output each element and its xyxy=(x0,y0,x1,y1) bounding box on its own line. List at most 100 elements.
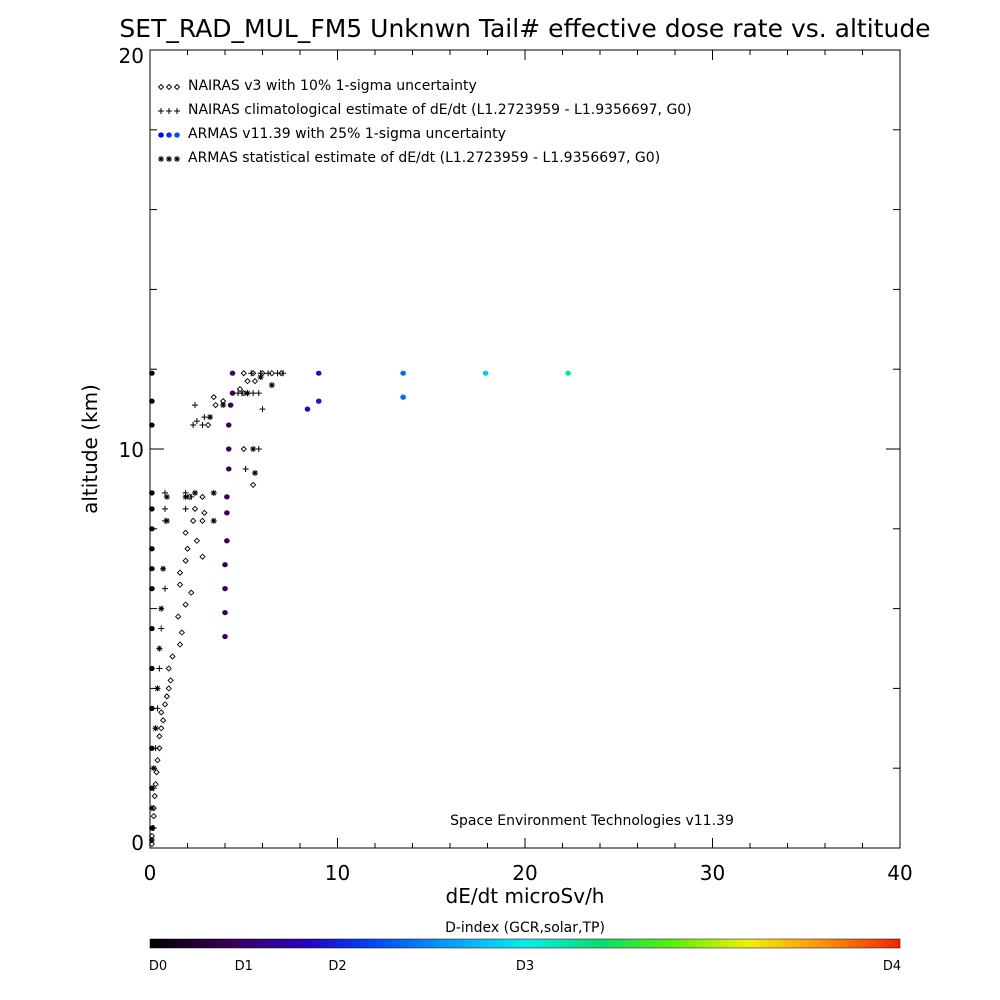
point-plus xyxy=(162,505,168,512)
point-dot xyxy=(400,370,406,376)
point-asterisk xyxy=(156,645,163,652)
legend-label-nairas-climatological: NAIRAS climatological estimate of dE/dt … xyxy=(188,102,692,118)
point-diamond xyxy=(176,569,184,576)
point-dot xyxy=(224,494,230,500)
point-plus xyxy=(156,665,163,672)
point-dot xyxy=(149,785,155,791)
point-diamond xyxy=(191,505,199,512)
point-diamond xyxy=(165,685,172,692)
point-diamond xyxy=(153,769,160,776)
point-plus xyxy=(265,370,272,377)
point-diamond xyxy=(156,745,163,752)
point-dot xyxy=(149,370,155,376)
point-diamond xyxy=(199,553,206,560)
point-plus xyxy=(274,370,281,377)
point-dot xyxy=(227,402,234,408)
y-axis-label: altitude (km) xyxy=(78,384,102,514)
point-asterisk xyxy=(250,446,257,452)
point-diamond xyxy=(161,701,169,708)
point-dot xyxy=(149,625,155,632)
point-plus xyxy=(182,505,189,512)
point-dot xyxy=(149,490,155,496)
point-diamond xyxy=(182,529,189,536)
legend-marker-asterisk xyxy=(174,156,180,162)
point-dot xyxy=(149,665,155,672)
point-dot xyxy=(224,538,230,544)
point-dot xyxy=(229,370,236,376)
point-plus xyxy=(154,705,161,712)
point-dot xyxy=(225,446,232,452)
point-diamond xyxy=(167,677,174,684)
point-diamond xyxy=(158,709,165,716)
point-asterisk xyxy=(252,469,258,476)
point-dot xyxy=(222,633,228,640)
colorbar-label: D3 xyxy=(516,959,534,974)
point-diamond xyxy=(199,493,206,501)
point-asterisk xyxy=(220,402,227,409)
point-dot xyxy=(400,394,406,400)
legend-label-armas-statistical: ARMAS statistical estimate of dE/dt (L1.… xyxy=(188,150,660,166)
point-diamond xyxy=(240,370,247,377)
point-plus xyxy=(280,370,287,377)
x-tick-label: 20 xyxy=(512,861,537,885)
point-asterisk xyxy=(163,493,170,500)
chart-title: SET_RAD_MUL_FM5 Unknwn Tail# effective d… xyxy=(119,14,930,43)
point-dot xyxy=(229,390,236,396)
point-diamond xyxy=(169,653,176,660)
point-plus xyxy=(255,390,262,397)
colorbar-labels: D0 D1 D2 D3 D4 xyxy=(149,959,901,974)
point-dot xyxy=(482,370,489,376)
legend-marker-dot xyxy=(158,132,164,138)
point-diamond xyxy=(151,792,158,800)
point-dot xyxy=(222,562,228,568)
point-dot xyxy=(149,506,155,512)
point-dot xyxy=(225,422,232,428)
point-plus xyxy=(238,390,245,397)
point-diamond xyxy=(150,812,157,820)
data-marks xyxy=(148,370,571,848)
point-dot xyxy=(149,526,155,532)
legend-marker-diamond xyxy=(165,83,173,91)
point-plus xyxy=(201,414,208,421)
legend-marker-dot xyxy=(174,132,180,138)
point-asterisk xyxy=(160,565,167,572)
colorbar xyxy=(149,938,901,949)
point-diamond xyxy=(201,509,208,516)
point-diamond xyxy=(188,589,195,596)
point-diamond xyxy=(174,613,182,620)
point-dot xyxy=(149,586,155,592)
point-diamond xyxy=(176,581,184,588)
legend-marker-asterisk xyxy=(166,156,172,162)
credit-text: Space Environment Technologies v11.39 xyxy=(450,813,734,829)
point-diamond xyxy=(176,641,184,648)
point-plus xyxy=(259,406,266,413)
legend-marker-plus xyxy=(158,108,164,114)
point-asterisk xyxy=(152,725,159,732)
point-diamond xyxy=(152,781,159,788)
point-asterisk xyxy=(268,382,275,389)
x-tick-label: 0 xyxy=(144,861,157,885)
colorbar-label: D0 xyxy=(149,959,167,974)
point-diamond xyxy=(156,733,163,740)
point-plus xyxy=(248,370,255,377)
point-diamond xyxy=(159,717,167,724)
y-tick-label: 20 xyxy=(119,44,144,68)
point-asterisk xyxy=(182,493,189,500)
point-plus xyxy=(192,402,198,409)
point-dot xyxy=(149,745,155,751)
x-tick-label: 30 xyxy=(700,861,725,885)
point-plus xyxy=(199,422,206,429)
point-diamond xyxy=(182,557,189,564)
point-diamond xyxy=(240,445,247,453)
point-plus xyxy=(190,422,197,429)
legend-label-nairas-v3: NAIRAS v3 with 10% 1-sigma uncertainty xyxy=(188,78,477,94)
point-diamond xyxy=(165,665,172,672)
point-diamond xyxy=(249,481,257,489)
legend-marker-diamond xyxy=(173,83,181,91)
point-diamond xyxy=(212,401,219,409)
point-dot xyxy=(225,466,232,472)
legend-marker-asterisk xyxy=(158,156,164,162)
point-dot xyxy=(149,566,155,572)
point-diamond xyxy=(178,629,186,636)
